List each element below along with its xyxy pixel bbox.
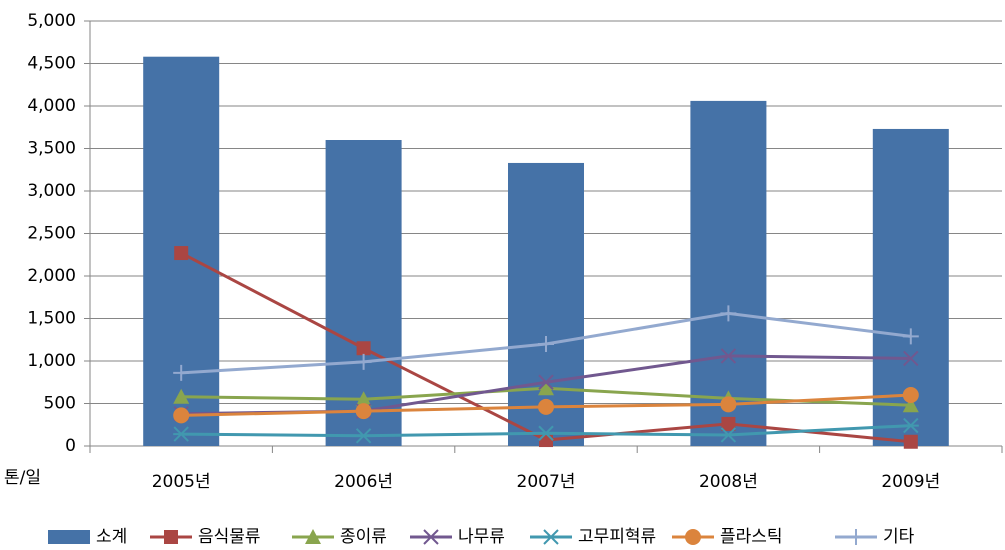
y-tick-label: 500: [44, 394, 76, 414]
y-tick-label: 0: [65, 436, 76, 456]
point: [355, 428, 372, 444]
point: [903, 434, 918, 449]
legend-marker: [305, 529, 321, 544]
x-tick-label: 2007년: [517, 472, 576, 492]
point: [721, 416, 736, 431]
legend-label: 나무류: [458, 527, 505, 547]
point: [720, 427, 737, 443]
y-tick-label: 5,000: [27, 11, 76, 31]
x-tick-label: 2005년: [152, 472, 211, 492]
legend-marker: [685, 529, 701, 545]
y-tick-label: 2,500: [27, 224, 76, 244]
point: [174, 246, 189, 261]
point: [720, 348, 737, 364]
y-tick-label: 2,000: [27, 266, 76, 286]
y-axis-label: 톤/일: [4, 468, 41, 488]
point: [538, 380, 554, 396]
bar: [508, 162, 584, 446]
legend-label: 고무피혁류: [578, 527, 656, 547]
legend-marker: [848, 529, 864, 545]
legend-marker: [543, 529, 559, 545]
point: [720, 305, 737, 322]
x-tick-label: 2009년: [881, 472, 940, 492]
legend-marker: [423, 529, 439, 545]
y-tick-label: 1,000: [27, 351, 76, 371]
point: [355, 403, 372, 420]
point: [720, 396, 737, 413]
point: [538, 336, 554, 352]
point: [173, 426, 190, 442]
point: [538, 425, 554, 441]
legend-label: 기타: [883, 527, 915, 547]
bar: [690, 100, 767, 447]
point: [902, 417, 919, 434]
y-tick-label: 4,500: [27, 54, 76, 74]
legend-marker: [48, 530, 90, 544]
legend-label: 종이류: [340, 527, 387, 547]
y-tick-label: 1,500: [27, 309, 76, 329]
point: [356, 341, 371, 356]
point: [902, 328, 919, 345]
point: [902, 397, 919, 413]
point: [538, 398, 554, 415]
legend-marker: [164, 530, 178, 544]
point: [173, 388, 190, 404]
legend-label: 음식물류: [198, 527, 261, 547]
point: [355, 391, 372, 407]
point: [902, 387, 919, 403]
point: [173, 407, 190, 424]
point: [903, 350, 919, 367]
legend-label: 플라스틱: [720, 527, 783, 547]
y-tick-label: 3,000: [27, 181, 76, 201]
point: [538, 374, 554, 390]
point: [539, 433, 553, 448]
point: [355, 353, 372, 370]
x-tick-label: 2008년: [699, 472, 758, 492]
y-tick-label: 4,000: [27, 96, 76, 116]
x-tick-label: 2006년: [334, 472, 393, 492]
y-tick-label: 3,500: [27, 139, 76, 159]
legend-label: 소계: [96, 527, 127, 547]
point: [173, 364, 190, 381]
